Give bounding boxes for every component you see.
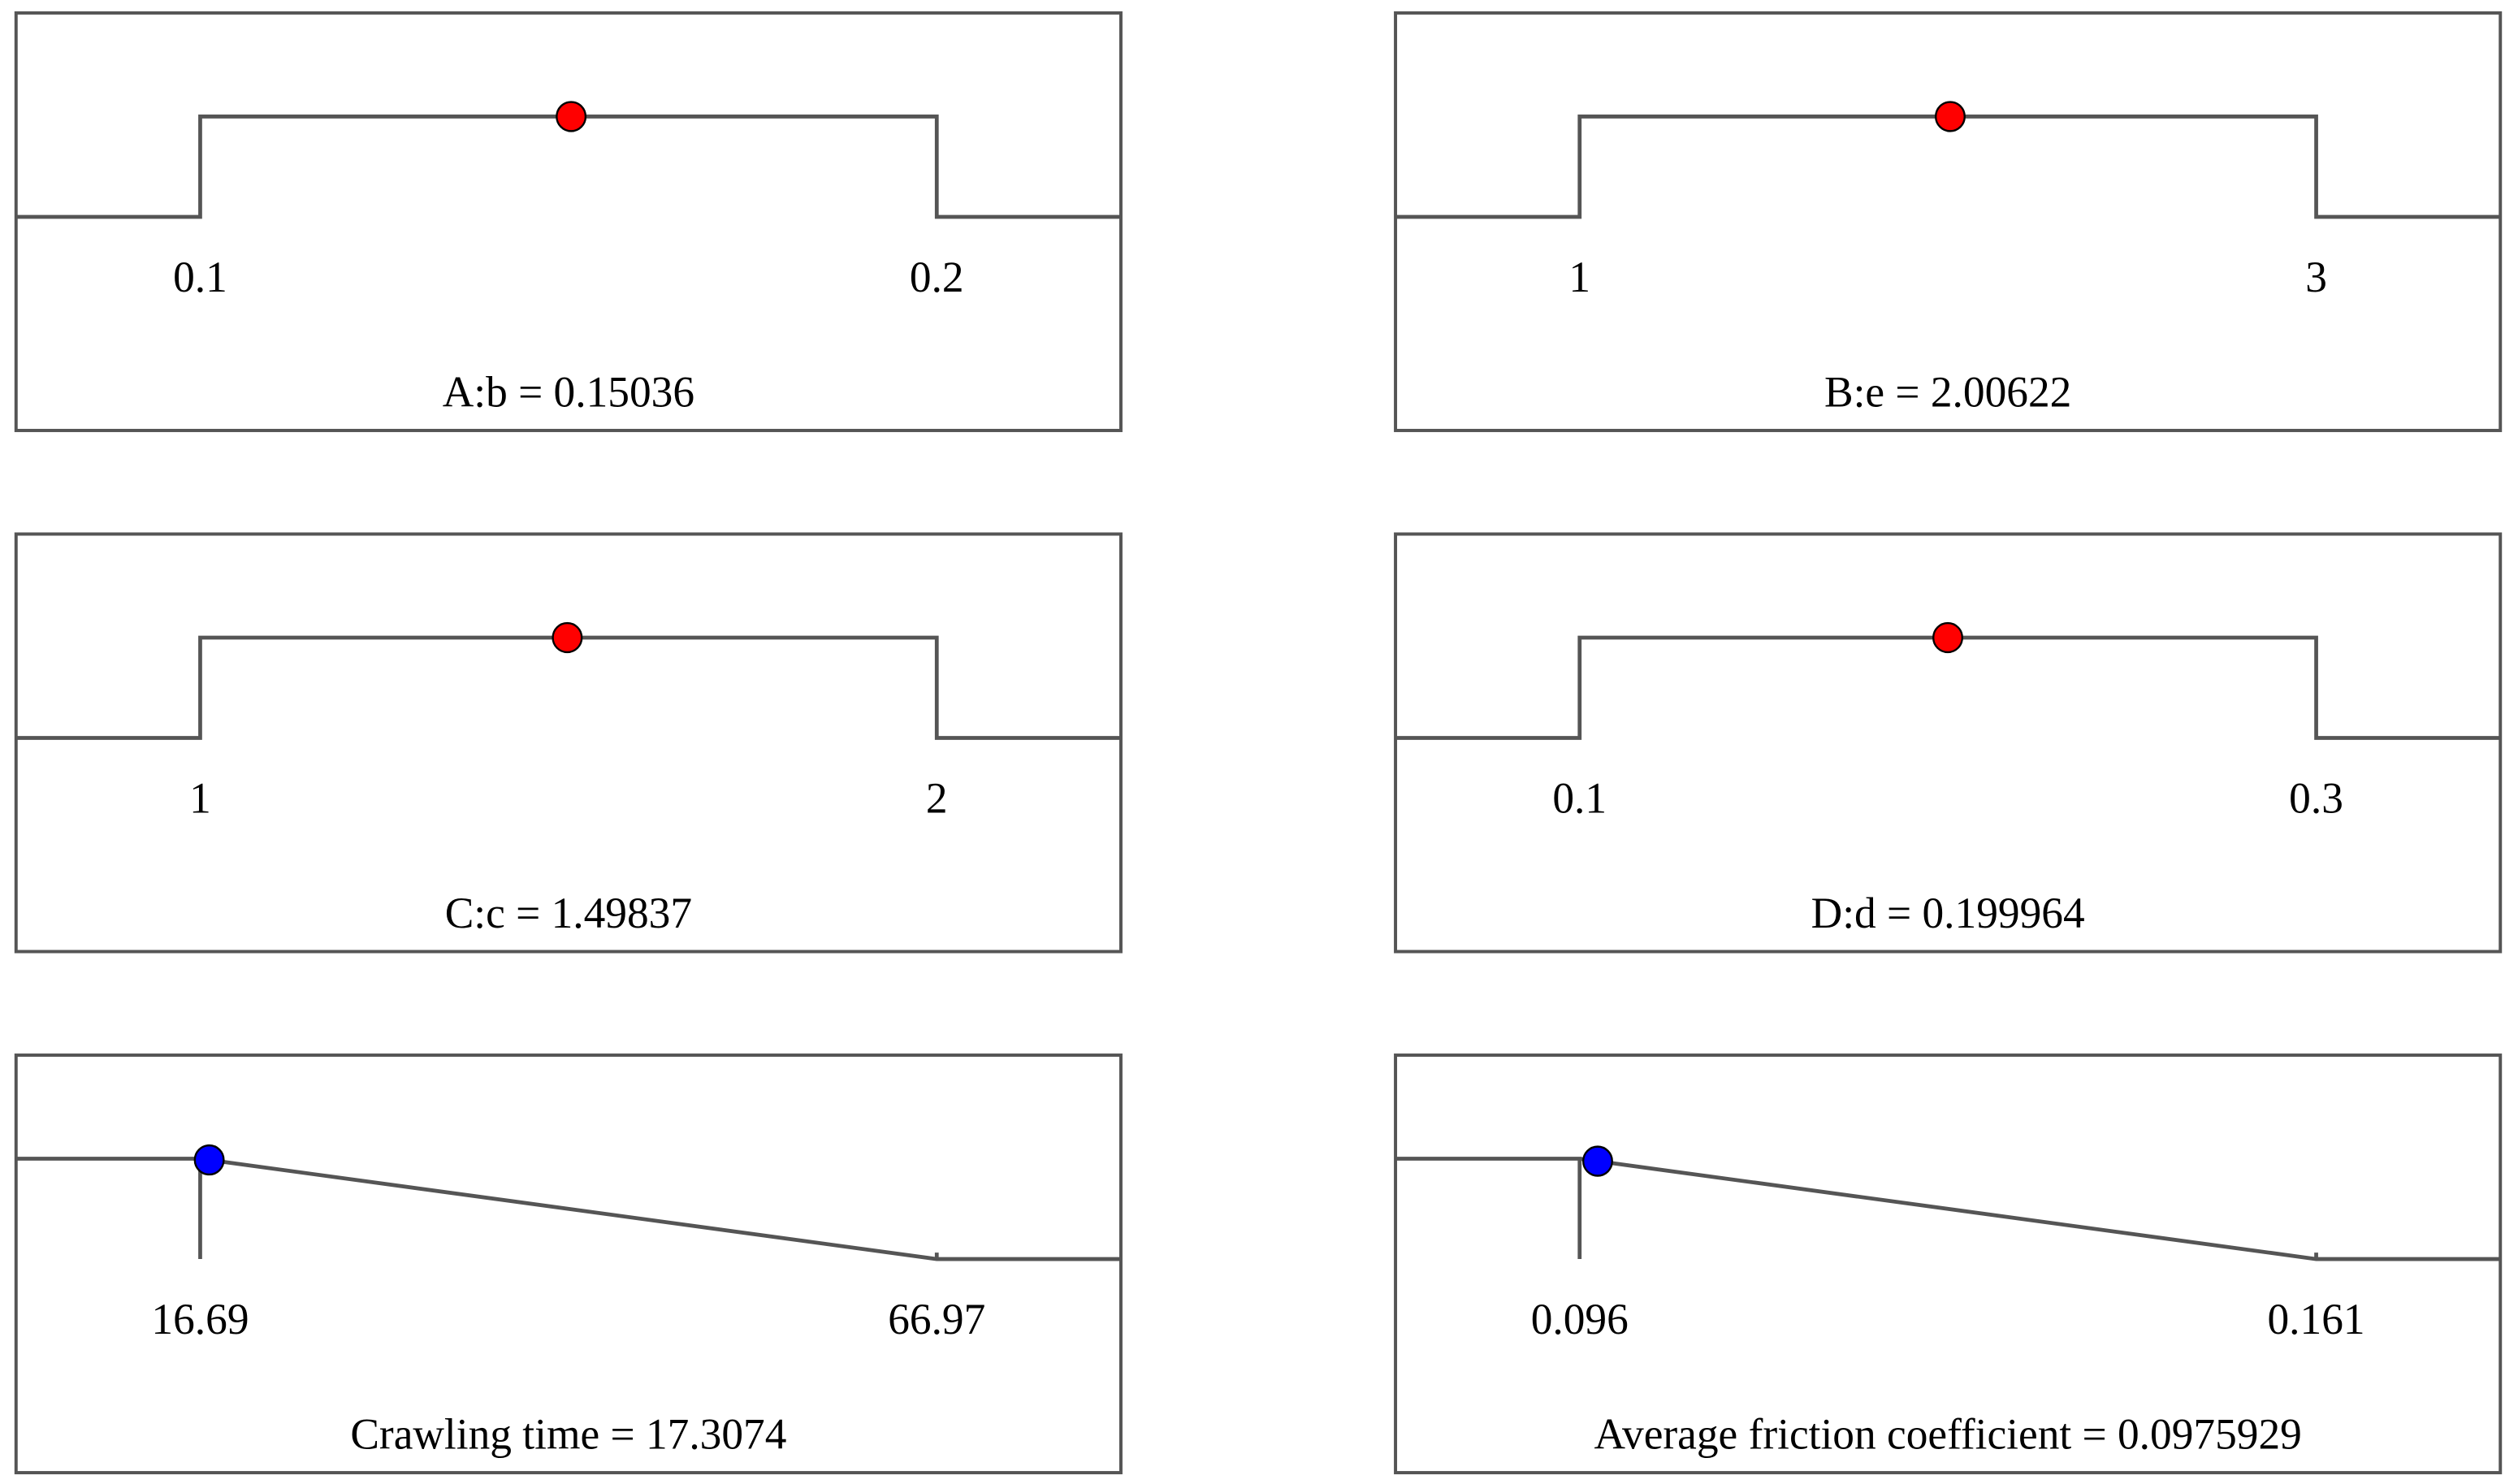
tick-label: 0.161	[2268, 1295, 2365, 1343]
tick-label: 3	[2305, 253, 2327, 301]
panel-frame	[14, 11, 1123, 432]
value-label: B:e = 2.00622	[1824, 367, 2071, 416]
tick-label: 0.1	[173, 253, 227, 301]
panel-frame	[1394, 1054, 2503, 1475]
panel: 0.1 0.3 D:d = 0.199964	[1394, 532, 2503, 954]
tick-label: 1	[1568, 253, 1590, 301]
value-dot	[556, 101, 587, 132]
value-dot	[193, 1144, 225, 1176]
desirability-shape	[1395, 1157, 2501, 1261]
value-dot	[1932, 621, 1963, 654]
value-dot	[552, 621, 583, 654]
value-label: Average friction coefficient = 0.0975929	[1594, 1409, 2301, 1458]
value-label: D:d = 0.199964	[1811, 889, 2085, 937]
panel: 1 3 B:e = 2.00622	[1394, 11, 2503, 432]
tick-label: 0.3	[2289, 773, 2343, 822]
value-label: A:b = 0.15036	[443, 367, 694, 416]
tick-label: 2	[926, 773, 948, 822]
value-label: Crawling time = 17.3074	[350, 1409, 786, 1458]
panel: 1 2 C:c = 1.49837	[14, 532, 1123, 954]
panel-frame	[14, 1054, 1123, 1475]
panel: 0.096 0.161 Average friction coefficient =…	[1394, 1054, 2503, 1475]
tick-label: 1	[189, 773, 211, 822]
tick-label: 66.97	[888, 1295, 985, 1343]
panel-frame	[1394, 11, 2503, 432]
panel-frame	[1394, 532, 2503, 954]
panel: 0.1 0.2 A:b = 0.15036	[14, 11, 1123, 432]
value-dot	[1934, 101, 1966, 132]
tick-label: 16.69	[151, 1295, 249, 1343]
value-dot	[1581, 1145, 1613, 1177]
panel-frame	[14, 532, 1123, 954]
tick-label: 0.2	[910, 253, 964, 301]
value-label: C:c = 1.49837	[445, 889, 692, 937]
tick-label: 0.096	[1531, 1295, 1629, 1343]
panel: 16.69 66.97 Crawling time = 17.3074	[14, 1054, 1123, 1475]
tick-label: 0.1	[1552, 773, 1607, 822]
